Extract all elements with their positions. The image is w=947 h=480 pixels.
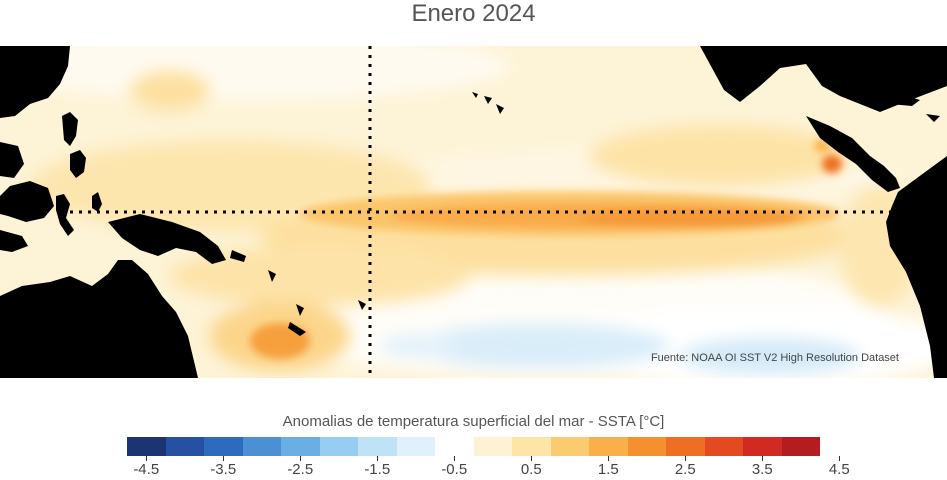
colorbar-tick bbox=[454, 456, 456, 461]
land-asia bbox=[0, 46, 70, 118]
land-south-america bbox=[886, 156, 947, 378]
colorbar-swatch bbox=[319, 437, 358, 456]
colorbar-tick-label: -3.5 bbox=[210, 461, 237, 478]
land-new-caledonia bbox=[288, 322, 306, 336]
land-new-guinea bbox=[108, 214, 226, 264]
sst-anomaly-map: Fuente: NOAA OI SST V2 High Resolution D… bbox=[0, 46, 947, 378]
colorbar-tick-label: 2.5 bbox=[674, 461, 696, 478]
land-north-america bbox=[700, 46, 947, 112]
colorbar-tick-label: -0.5 bbox=[441, 461, 468, 478]
colorbar-swatch bbox=[743, 437, 782, 456]
land-australia bbox=[0, 260, 198, 378]
land-central-america bbox=[806, 116, 900, 192]
colorbar-tick-labels: -4.5 -3.5 -2.5 -1.5 -0.5 0.5 1.5 2.5 3.5 4.5 bbox=[127, 461, 849, 479]
colorbar-swatch bbox=[781, 437, 820, 456]
colorbar-tick-label: -4.5 bbox=[133, 461, 160, 478]
colorbar-tick bbox=[531, 456, 533, 461]
warm-anomaly-band bbox=[250, 140, 842, 359]
colorbar-swatch bbox=[242, 437, 281, 456]
colorbar-swatch bbox=[550, 437, 589, 456]
colorbar-swatch bbox=[281, 437, 320, 456]
map-title: Enero 2024 bbox=[411, 0, 536, 27]
colorbar-swatch bbox=[666, 437, 705, 456]
colorbar-swatch bbox=[704, 437, 743, 456]
data-source-credit: Fuente: NOAA OI SST V2 High Resolution D… bbox=[650, 352, 899, 364]
colorbar-swatch bbox=[589, 437, 628, 456]
land-sulawesi bbox=[56, 194, 74, 236]
colorbar-swatch bbox=[435, 437, 474, 456]
land-hawaii bbox=[496, 104, 504, 114]
colorbar bbox=[127, 437, 820, 456]
colorbar-tick-label: -2.5 bbox=[287, 461, 314, 478]
sst-anomaly-map-svg bbox=[0, 46, 947, 378]
land-mindanao bbox=[70, 150, 86, 178]
land-indochina bbox=[0, 142, 24, 178]
colorbar-tick bbox=[762, 456, 764, 461]
colorbar-tick bbox=[377, 456, 379, 461]
land-masses bbox=[0, 46, 947, 378]
colorbar-tick bbox=[146, 456, 148, 461]
colorbar-tick bbox=[300, 456, 302, 461]
colorbar-swatch bbox=[396, 437, 435, 456]
land-java bbox=[0, 230, 28, 252]
colorbar-tick bbox=[839, 456, 841, 461]
colorbar-title: Anomalias de temperatura superficial del… bbox=[282, 413, 665, 430]
colorbar-tick-label: 1.5 bbox=[597, 461, 619, 478]
colorbar-tick bbox=[223, 456, 225, 461]
colorbar-swatch bbox=[204, 437, 243, 456]
colorbar-tick-label: 0.5 bbox=[520, 461, 542, 478]
land-borneo bbox=[0, 181, 54, 222]
colorbar-tick-label: 3.5 bbox=[751, 461, 773, 478]
colorbar-swatch bbox=[358, 437, 397, 456]
colorbar-swatch bbox=[165, 437, 204, 456]
colorbar-tick-label: 4.5 bbox=[828, 461, 850, 478]
colorbar-swatch bbox=[473, 437, 512, 456]
colorbar-tick-label: -1.5 bbox=[364, 461, 391, 478]
land-luzon bbox=[62, 112, 78, 146]
colorbar-swatch bbox=[627, 437, 666, 456]
colorbar-swatch bbox=[512, 437, 551, 456]
land-halmahera bbox=[92, 192, 102, 212]
colorbar-swatch bbox=[127, 437, 166, 456]
light-warm-anomaly-zones bbox=[30, 71, 920, 371]
colorbar-ticks bbox=[127, 456, 841, 462]
colorbar-tick bbox=[608, 456, 610, 461]
colorbar-tick bbox=[685, 456, 687, 461]
